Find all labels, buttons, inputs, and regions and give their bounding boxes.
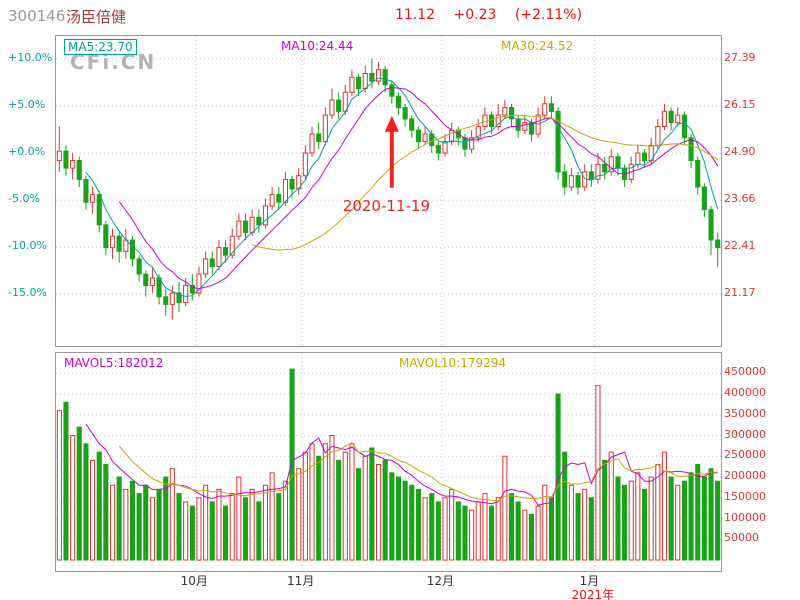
axis-label: -15.0% bbox=[8, 286, 47, 300]
x-axis-month-label: 1月 bbox=[579, 574, 600, 588]
axis-label: +0.0% bbox=[8, 144, 46, 158]
legend-ma5: MA5:23.70 bbox=[64, 39, 137, 55]
stock-code: 300146 bbox=[8, 7, 66, 25]
axis-label: 24.90 bbox=[724, 144, 756, 158]
legend-mavol5: MAVOL5:182012 bbox=[64, 356, 164, 370]
annotation-date: 2020-11-19 bbox=[342, 196, 430, 215]
axis-label: 350000 bbox=[724, 406, 766, 420]
axis-label: 200000 bbox=[724, 469, 766, 482]
axis-label: 450000 bbox=[724, 365, 766, 379]
axis-label: +10.0% bbox=[8, 50, 53, 64]
candlestick-panel: CFi.CN MA5:23.70 MA10:24.44 MA30:24.52 bbox=[55, 35, 722, 347]
axis-label: 400000 bbox=[724, 386, 766, 399]
candlestick-svg bbox=[56, 36, 721, 346]
axis-label: 26.15 bbox=[724, 97, 756, 111]
volume-panel: MAVOL5:182012 MAVOL10:179294 bbox=[55, 352, 722, 572]
x-axis-month-label: 11月 bbox=[287, 574, 315, 588]
quote-change-pct: (+2.11%) bbox=[514, 7, 583, 23]
axis-label: 21.17 bbox=[724, 286, 756, 300]
quote: 11.12 +0.23 (+2.11%) bbox=[395, 7, 596, 23]
axis-label: 50000 bbox=[724, 531, 759, 545]
x-axis-month-label: 10月 bbox=[180, 574, 208, 588]
axis-label: 27.39 bbox=[724, 50, 756, 64]
axis-label: +5.0% bbox=[8, 97, 46, 111]
legend-ma30: MA30:24.52 bbox=[501, 39, 574, 53]
axis-label: 23.66 bbox=[724, 192, 756, 206]
x-axis-month-label: 12月 bbox=[426, 574, 454, 588]
axis-label: 300000 bbox=[724, 427, 766, 441]
axis-label: 22.41 bbox=[724, 239, 756, 253]
legend-mavol10: MAVOL10:179294 bbox=[399, 356, 507, 370]
axis-label: 250000 bbox=[724, 448, 766, 462]
year-label: 2021年 bbox=[571, 588, 615, 600]
quote-change: +0.23 bbox=[453, 7, 497, 23]
volume-svg bbox=[56, 353, 721, 571]
legend-ma10: MA10:24.44 bbox=[281, 39, 354, 53]
axis-label: 100000 bbox=[724, 510, 766, 524]
axis-label: -10.0% bbox=[8, 239, 47, 253]
stock-name: 汤臣倍健 bbox=[66, 8, 127, 26]
axis-label: -5.0% bbox=[8, 192, 40, 206]
axis-label: 150000 bbox=[724, 489, 766, 503]
quote-price: 11.12 bbox=[395, 7, 436, 23]
